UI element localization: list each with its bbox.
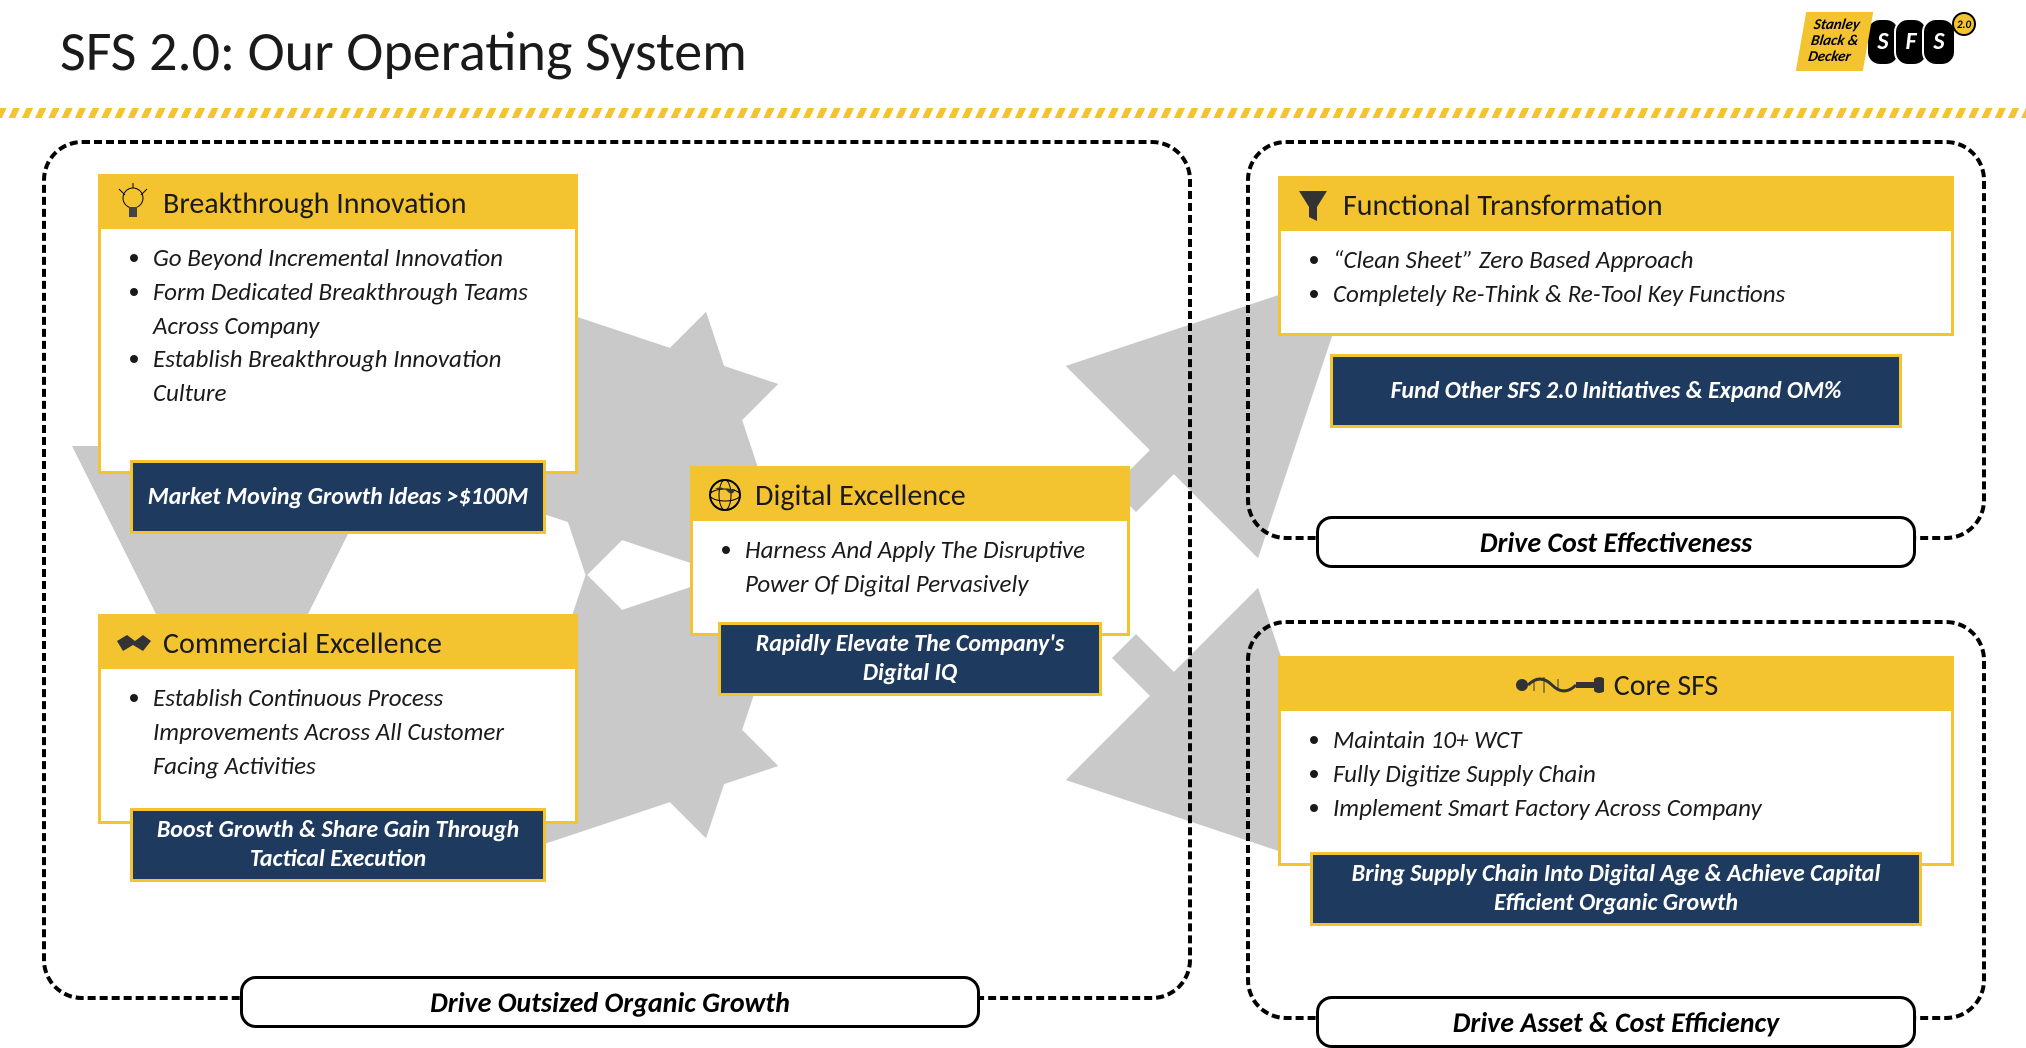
callout-functional: Fund Other SFS 2.0 Initiatives & Expand … (1330, 354, 1902, 428)
callout-breakthrough: Market Moving Growth Ideas >$100M (130, 460, 546, 534)
card-title: Digital Excellence (755, 477, 966, 514)
dna-wrench-icon (1514, 665, 1604, 705)
funnel-icon (1293, 185, 1333, 225)
callout-core: Bring Supply Chain Into Digital Age & Ac… (1310, 852, 1922, 926)
bullet: Harness And Apply The Disruptive Power O… (745, 533, 1109, 601)
bullet: Go Beyond Incremental Innovation (153, 241, 557, 275)
card-title: Core SFS (1614, 667, 1719, 704)
bullet: Form Dedicated Breakthrough Teams Across… (153, 275, 557, 343)
callout-commercial: Boost Growth & Share Gain Through Tactic… (130, 808, 546, 882)
card-title: Commercial Excellence (163, 625, 442, 662)
callout-digital: Rapidly Elevate The Company's Digital IQ (718, 622, 1102, 696)
bullet: Fully Digitize Supply Chain (1333, 757, 1933, 791)
outcome-top-right: Drive Cost Effectiveness (1316, 516, 1916, 568)
bullet: Completely Re-Think & Re-Tool Key Functi… (1333, 277, 1933, 311)
lightbulb-icon (113, 183, 153, 223)
globe-icon (705, 475, 745, 515)
bullet: Maintain 10+ WCT (1333, 723, 1933, 757)
outcome-bottom-right: Drive Asset & Cost Efficiency (1316, 996, 1916, 1048)
card-core-sfs: Core SFS Maintain 10+ WCTFully Digitize … (1278, 656, 1954, 866)
bullet: “Clean Sheet” Zero Based Approach (1333, 243, 1933, 277)
bullet: Establish Continuous Process Improvement… (153, 681, 557, 782)
card-title: Breakthrough Innovation (163, 185, 466, 222)
outcome-left: Drive Outsized Organic Growth (240, 976, 980, 1028)
card-functional-transformation: Functional Transformation “Clean Sheet” … (1278, 176, 1954, 336)
bullet: Establish Breakthrough Innovation Cultur… (153, 342, 557, 410)
card-title: Functional Transformation (1343, 187, 1663, 224)
card-breakthrough-innovation: Breakthrough Innovation Go Beyond Increm… (98, 174, 578, 474)
bullet: Implement Smart Factory Across Company (1333, 791, 1933, 825)
card-commercial-excellence: Commercial Excellence Establish Continuo… (98, 614, 578, 824)
handshake-icon (113, 623, 153, 663)
card-digital-excellence: Digital Excellence Harness And Apply The… (690, 466, 1130, 636)
